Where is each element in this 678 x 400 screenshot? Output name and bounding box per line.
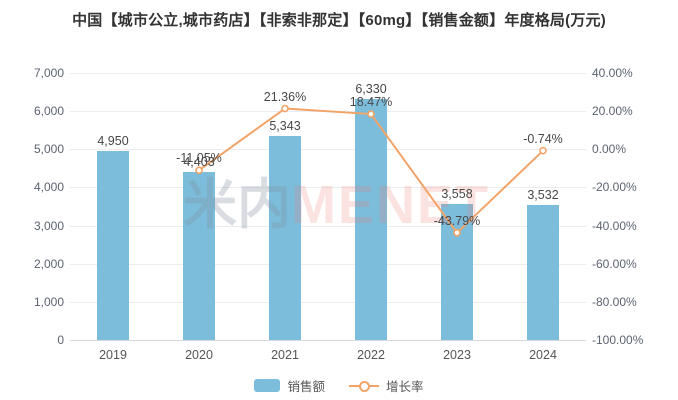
growth-rate-label: 18.47% xyxy=(349,95,393,110)
sales-value-label: 4,950 xyxy=(97,134,129,149)
growth-rate-label: 21.36% xyxy=(263,89,307,104)
x-axis-tick: 2024 xyxy=(529,348,557,362)
right-axis-tick: -20.00% xyxy=(592,180,637,195)
right-axis-tick: -80.00% xyxy=(592,294,637,309)
legend: 销售额 增长率 xyxy=(0,376,678,395)
left-axis-tick: 5,000 xyxy=(33,142,64,157)
sales-value-label: 3,532 xyxy=(527,188,559,203)
left-axis-tick: 2,000 xyxy=(33,256,64,271)
x-axis-tick: 2023 xyxy=(443,348,471,362)
growth-rate-label: -43.79% xyxy=(433,213,481,228)
bar-swatch-icon xyxy=(254,379,281,392)
chart-title: 中国【城市公立,城市药店】【非索非那定】【60mg】【销售金额】年度格局(万元) xyxy=(72,12,606,29)
left-axis-tick: 0 xyxy=(57,333,64,347)
x-axis-tick: 2021 xyxy=(271,348,299,362)
right-axis-tick: 40.00% xyxy=(592,66,633,80)
right-axis-tick: 20.00% xyxy=(592,104,633,119)
left-axis-tick: 1,000 xyxy=(33,294,64,309)
right-axis-tick: -100.00% xyxy=(592,333,644,347)
legend-item-sales[interactable]: 销售额 xyxy=(254,376,325,395)
right-axis-tick: -60.00% xyxy=(592,256,637,271)
sales-bar[interactable] xyxy=(527,205,559,340)
legend-label-sales: 销售额 xyxy=(287,380,325,394)
legend-item-growth[interactable]: 增长率 xyxy=(349,376,424,395)
line-swatch-icon xyxy=(349,379,379,392)
left-axis-tick: 4,000 xyxy=(33,180,64,195)
right-axis-tick: -40.00% xyxy=(592,218,637,233)
sales-bar[interactable] xyxy=(355,98,387,340)
sales-bar[interactable] xyxy=(97,151,129,340)
sales-value-label: 5,343 xyxy=(269,119,301,134)
x-axis-tick: 2022 xyxy=(357,348,385,362)
left-axis-tick: 3,000 xyxy=(33,218,64,233)
sales-value-label: 6,330 xyxy=(355,81,387,96)
x-axis-tick: 2020 xyxy=(185,348,213,362)
gridline xyxy=(70,149,586,151)
gridline xyxy=(70,263,586,265)
gridline xyxy=(70,340,586,341)
sales-bar[interactable] xyxy=(183,172,215,340)
growth-rate-label: -11.05% xyxy=(176,151,222,166)
line-marker-icon xyxy=(359,380,370,392)
gridline xyxy=(70,301,586,303)
legend-label-growth: 增长率 xyxy=(386,380,424,394)
right-axis-tick: 0.00% xyxy=(592,142,627,157)
left-axis-tick: 7,000 xyxy=(33,66,64,80)
gridline xyxy=(70,111,586,113)
sales-bar[interactable] xyxy=(269,136,301,340)
left-axis-tick: 6,000 xyxy=(33,104,64,119)
growth-rate-label: -0.74% xyxy=(523,131,563,146)
sales-value-label: 3,558 xyxy=(441,187,473,202)
x-axis-tick: 2019 xyxy=(99,348,127,362)
gridline xyxy=(70,73,586,74)
gridline xyxy=(70,225,586,227)
